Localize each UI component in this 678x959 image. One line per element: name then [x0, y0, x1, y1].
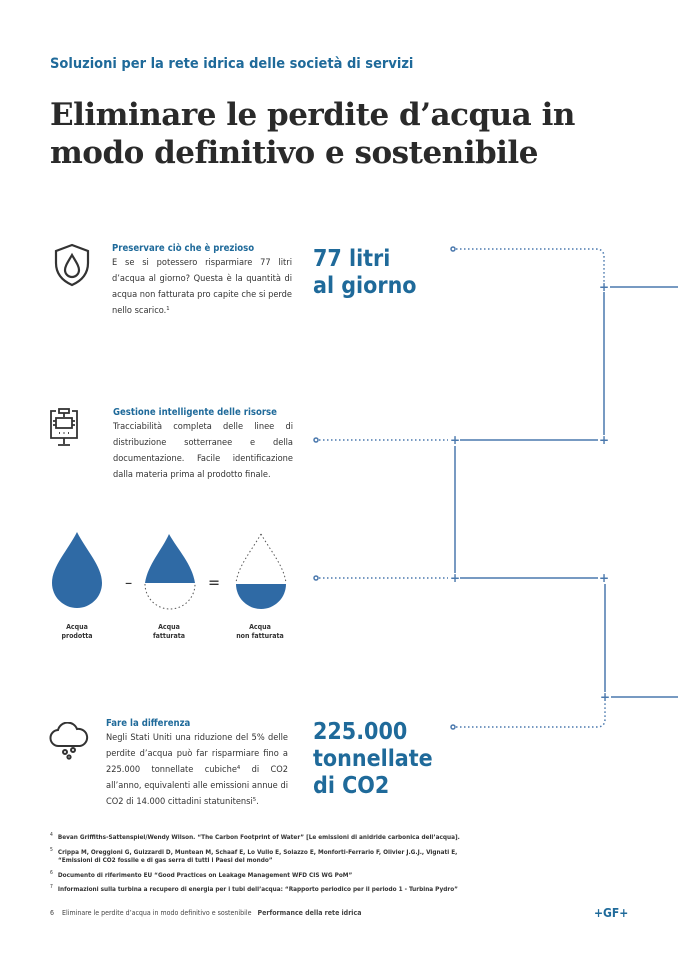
gf-logo: +GF+: [594, 906, 629, 920]
label-nonbilled: Acqua non fatturata: [236, 623, 284, 640]
section-heading: Gestione intelligente delle risorse: [113, 407, 277, 418]
stat-line: 77 litri: [313, 246, 391, 272]
svg-text:+: +: [450, 571, 460, 585]
footnote: 4 Bevan Griffiths-Sattenspiel/Wendy Wilso…: [50, 832, 460, 842]
stat-line: tonnellate: [313, 746, 433, 772]
section-text: Tracciabilità completa delle linee di di…: [113, 421, 293, 480]
monitor-pipe-icon: [50, 408, 78, 446]
equals-sign: =: [208, 573, 220, 592]
section-text: E se si potessero risparmiare 77 litri d…: [112, 257, 292, 316]
svg-text:+: +: [450, 433, 460, 447]
page-number: 6: [50, 909, 55, 917]
shield-water-drop-icon: [54, 243, 90, 287]
stat-line: al giorno: [313, 273, 417, 299]
label-billed: Acqua fatturata: [152, 623, 186, 640]
section-heading: Preservare ciò che è prezioso: [112, 243, 255, 254]
footer-section: Performance della rete idrica: [257, 909, 362, 917]
footnote: 6 Documento di riferimento EU “Good Pract…: [50, 870, 353, 880]
svg-text:+: +: [599, 571, 609, 585]
section-heading: Fare la differenza: [106, 718, 191, 729]
svg-text:+: +: [599, 280, 609, 294]
footnote: 5 Crippa M, Oreggioni G, Guizzardi D, Mun…: [50, 847, 458, 865]
svg-text:+: +: [599, 433, 609, 447]
drop-produced-icon: [52, 532, 102, 608]
title-line-1: Eliminare le perdite d’acqua in: [50, 97, 575, 133]
section-text: Negli Stati Uniti una riduzione del 5% d…: [106, 732, 288, 807]
stat-line: di CO2: [313, 773, 390, 799]
title-line-2: modo definitivo e sostenibile: [50, 135, 538, 171]
stat-line: 225.000: [313, 719, 408, 745]
page-footer: 6 Eliminare le perdite d’acqua in modo d…: [50, 909, 361, 917]
page-title: Eliminare le perdite d’acqua in modo def…: [50, 96, 575, 172]
stat-litres: 77 litri al giorno: [313, 246, 417, 300]
drop-nonbilled-icon: [236, 584, 286, 609]
minus-sign: –: [125, 573, 132, 592]
water-equation-graphic: – =: [52, 532, 287, 610]
footer-doc-title: Eliminare le perdite d’acqua in modo def…: [62, 909, 252, 917]
drop-billed-icon: [145, 534, 195, 583]
cloud-rain-icon: [49, 722, 89, 760]
kicker: Soluzioni per la rete idrica delle socie…: [50, 56, 414, 72]
label-produced: Acqua prodotta: [61, 623, 93, 640]
footnote: 7 Informazioni sulla turbina a recupero d…: [50, 884, 458, 894]
svg-text:+: +: [600, 690, 610, 704]
stat-co2: 225.000 tonnellate di CO2: [313, 719, 433, 800]
